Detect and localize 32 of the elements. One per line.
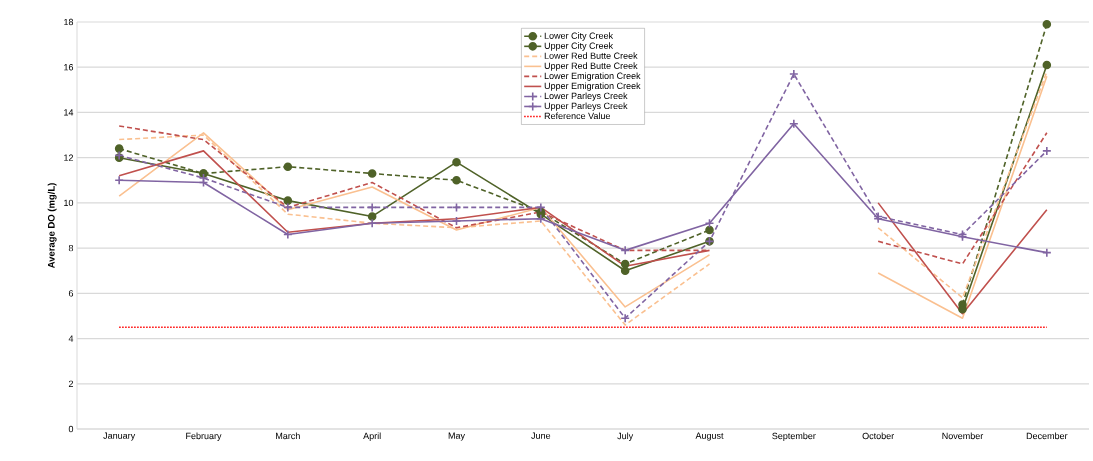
legend-label: Upper Emigration Creek xyxy=(544,82,641,91)
legend-label: Upper Parleys Creek xyxy=(544,102,628,111)
y-tick-label: 6 xyxy=(68,290,74,297)
x-tick-label: October xyxy=(862,432,895,440)
y-tick-label: 2 xyxy=(68,380,74,387)
x-tick-label: August xyxy=(695,432,724,441)
y-tick-label: 16 xyxy=(64,64,74,71)
legend-label: Lower City Creek xyxy=(544,32,614,41)
legend-label: Lower Parleys Creek xyxy=(544,92,628,101)
x-tick-label: March xyxy=(276,432,300,440)
y-tick-label: 14 xyxy=(64,109,74,116)
x-tick-label: June xyxy=(531,432,551,439)
legend-label: Upper City Creek xyxy=(544,42,614,51)
x-tick-label: November xyxy=(942,432,984,440)
y-axis-title: Average DO (mg/L) xyxy=(47,183,57,269)
y-tick-label: 18 xyxy=(64,18,74,26)
x-tick-label: February xyxy=(186,432,222,441)
y-tick-label: 0 xyxy=(68,425,74,433)
x-tick-label: July xyxy=(617,432,634,441)
y-tick-label: 4 xyxy=(68,335,74,342)
legend-label: Lower Emigration Creek xyxy=(544,72,641,81)
x-tick-label: May xyxy=(448,432,465,441)
x-tick-label: December xyxy=(1026,432,1068,440)
legend-label: Lower Red Butte Creek xyxy=(544,52,638,59)
legend-label: Upper Red Butte Creek xyxy=(544,62,638,71)
x-tick-label: April xyxy=(363,432,381,441)
x-tick-label: January xyxy=(103,432,136,441)
x-tick-label: September xyxy=(772,432,816,441)
y-tick-label: 12 xyxy=(64,154,74,161)
legend-label: Reference Value xyxy=(544,112,611,120)
y-tick-label: 8 xyxy=(68,244,74,252)
y-tick-label: 10 xyxy=(64,199,74,207)
